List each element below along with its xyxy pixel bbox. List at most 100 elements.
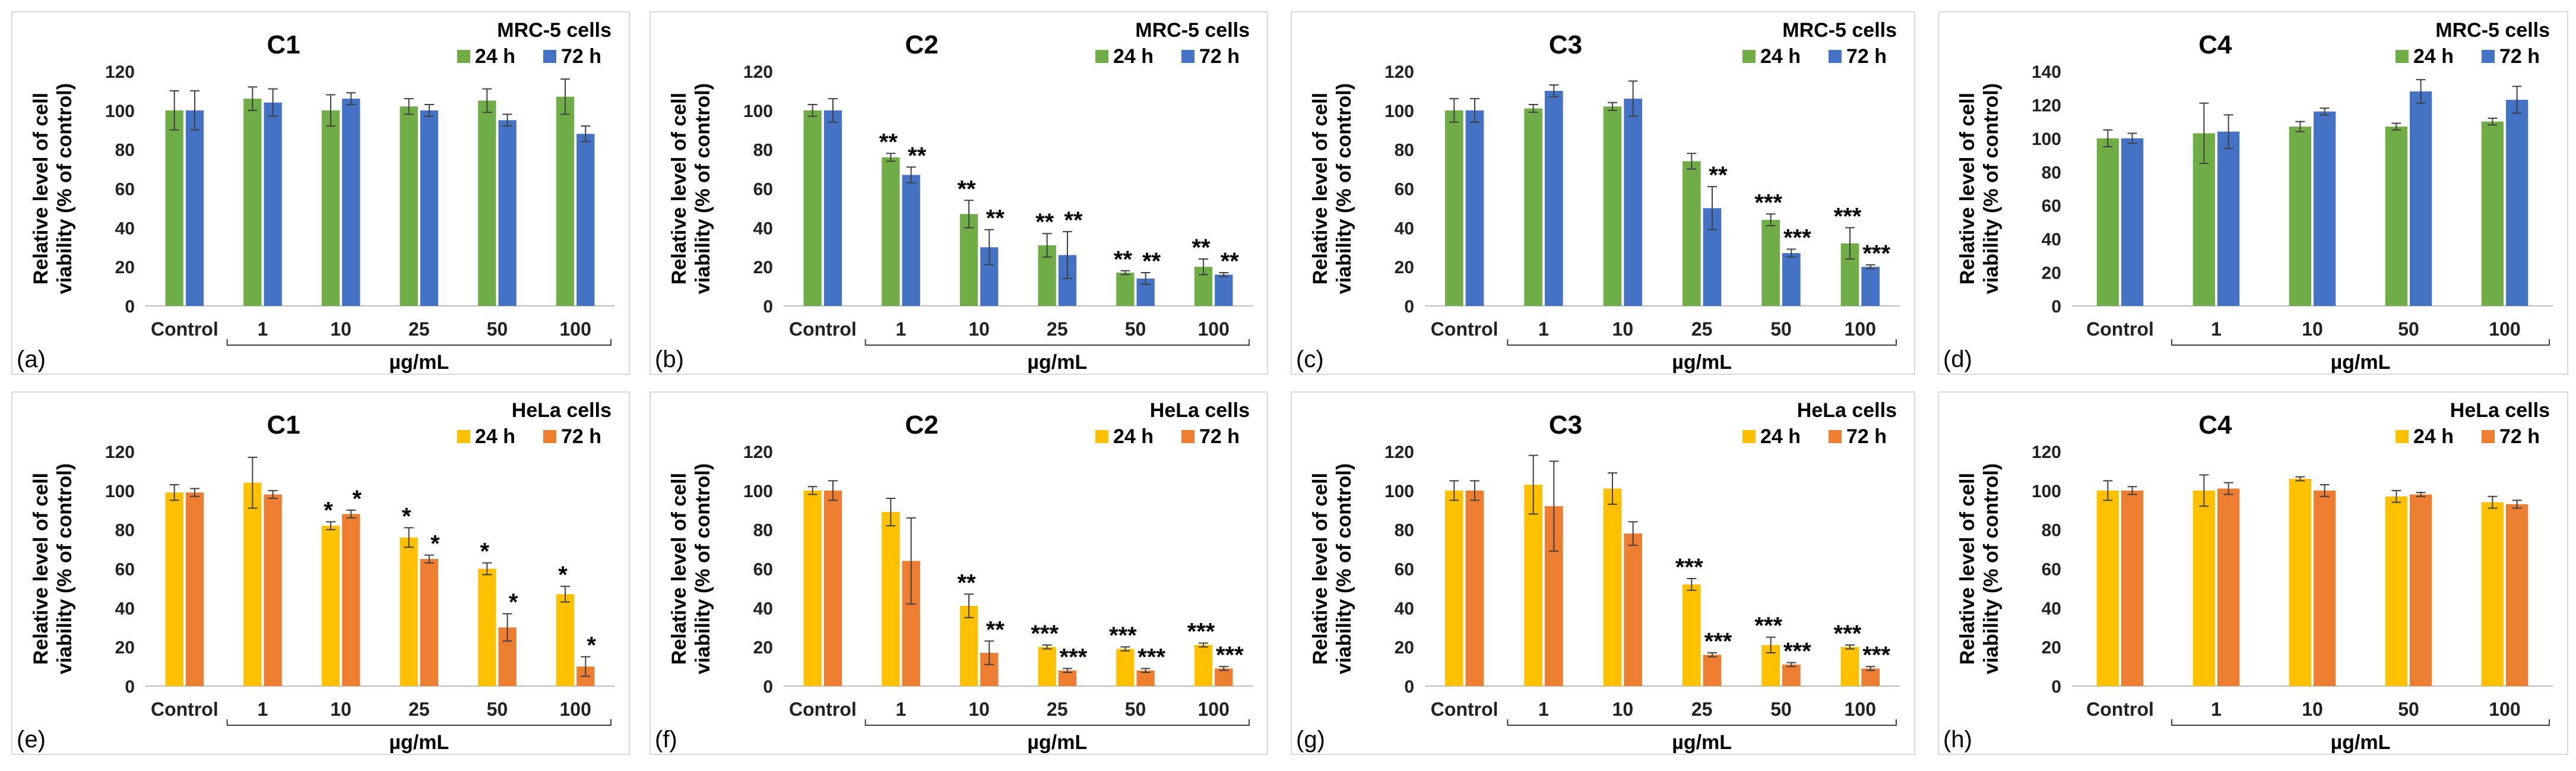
legend-swatch xyxy=(543,50,556,63)
y-axis-label: Relative level of cell viability (% of co… xyxy=(668,83,714,294)
y-tick-label: 60 xyxy=(115,180,135,200)
legend-label: 72 h xyxy=(1846,425,1887,448)
bar xyxy=(1116,273,1135,306)
x-tick-label: 50 xyxy=(1125,699,1146,720)
bar xyxy=(321,110,340,306)
y-axis-label-line1: Relative level of cell xyxy=(668,473,690,665)
significance-marker: * xyxy=(587,633,597,659)
bar xyxy=(264,102,282,306)
y-tick-label: 40 xyxy=(753,219,773,238)
legend: 24 h 72 h xyxy=(457,425,601,448)
cell-line-label: HeLa cells xyxy=(512,399,611,422)
y-tick-label: 20 xyxy=(753,638,773,658)
panel-frame xyxy=(1291,11,1915,375)
y-tick-label: 20 xyxy=(2042,638,2061,658)
bar xyxy=(2096,138,2119,306)
bar xyxy=(1624,533,1642,686)
bar xyxy=(1058,670,1077,686)
y-tick-label: 60 xyxy=(1395,560,1414,580)
x-tick-label: Control xyxy=(789,318,857,340)
y-tick-label: 120 xyxy=(743,62,773,82)
significance-marker: ** xyxy=(1035,209,1054,235)
bar xyxy=(2410,494,2432,686)
chart-title: C3 xyxy=(1549,30,1582,59)
y-tick-label: 0 xyxy=(2051,677,2061,697)
panel-frame xyxy=(649,391,1268,755)
significance-marker: * xyxy=(402,503,411,529)
x-tick-label: 50 xyxy=(2398,318,2419,340)
legend-swatch xyxy=(457,50,470,63)
significance-marker: *** xyxy=(1834,203,1862,229)
x-tick-label: 25 xyxy=(408,699,430,720)
bar xyxy=(2481,121,2504,306)
x-tick-label: 100 xyxy=(1197,318,1229,340)
y-tick-label: 120 xyxy=(743,443,773,462)
y-tick-label: 0 xyxy=(2051,297,2061,317)
legend-swatch xyxy=(1829,430,1842,443)
bar xyxy=(1840,647,1859,686)
significance-marker: ** xyxy=(1709,162,1728,188)
y-tick-label: 40 xyxy=(115,219,135,238)
x-tick-label: 25 xyxy=(1691,699,1713,720)
bar xyxy=(882,157,900,306)
bar xyxy=(2314,111,2336,306)
y-tick-label: 60 xyxy=(753,560,773,580)
y-tick-label: 80 xyxy=(2042,521,2061,541)
x-axis-unit-label: µg/mL xyxy=(389,731,449,754)
bar xyxy=(2121,490,2144,686)
bar xyxy=(2217,131,2240,306)
y-axis-label-line1: Relative level of cell xyxy=(1309,93,1332,285)
x-tick-label: 10 xyxy=(330,318,351,340)
x-tick-label: 25 xyxy=(1691,318,1713,340)
bar xyxy=(400,537,418,686)
chart-panel-b: C2 MRC-5 cells (b) 24 h 72 h Relative level o… xyxy=(649,11,1268,375)
legend-label: 72 h xyxy=(1199,425,1240,448)
legend: 24 h 72 h xyxy=(1095,45,1240,68)
chart-title: C1 xyxy=(267,410,300,440)
x-tick-label: 1 xyxy=(1538,318,1549,340)
chart-panel-e: C1 HeLa cells (e) 24 h 72 h Relative level of… xyxy=(11,391,630,755)
chart-title: C4 xyxy=(2198,30,2232,59)
bar xyxy=(823,110,842,306)
x-tick-label: Control xyxy=(151,699,218,720)
panel-frame xyxy=(1938,11,2568,375)
x-tick-label: 25 xyxy=(408,318,430,340)
y-tick-label: 40 xyxy=(115,599,135,618)
legend-label: 72 h xyxy=(561,45,601,68)
bar xyxy=(1545,90,1563,306)
x-tick-label: Control xyxy=(2086,318,2154,340)
legend-label: 72 h xyxy=(2499,425,2540,448)
y-tick-label: 0 xyxy=(763,677,773,697)
legend-label: 72 h xyxy=(2499,45,2540,68)
bar xyxy=(1683,161,1701,306)
legend: 24 h 72 h xyxy=(1742,425,1887,448)
y-tick-label: 40 xyxy=(753,599,773,618)
x-axis-unit-label: µg/mL xyxy=(1672,731,1732,754)
x-tick-label: 50 xyxy=(1125,318,1146,340)
chart-panel-a: C1 MRC-5 cells (a) 24 h 72 h Relative level o… xyxy=(11,11,630,375)
bar xyxy=(264,494,282,686)
bar xyxy=(803,490,822,686)
significance-marker: * xyxy=(480,539,490,565)
x-tick-label: Control xyxy=(151,318,218,340)
legend: 24 h 72 h xyxy=(1095,425,1240,448)
panel-label: (f) xyxy=(655,726,677,753)
bar xyxy=(882,512,900,686)
legend-swatch xyxy=(1742,50,1756,63)
bar xyxy=(2289,479,2311,686)
y-axis-label-line2: viability (% of control) xyxy=(692,463,714,674)
panel-frame xyxy=(649,11,1268,375)
bar xyxy=(342,514,360,686)
legend: 24 h 72 h xyxy=(1742,45,1887,68)
cell-line-label: MRC-5 cells xyxy=(1782,19,1897,42)
significance-marker: * xyxy=(558,562,568,588)
significance-marker: *** xyxy=(1862,642,1890,668)
x-axis-unit-label: µg/mL xyxy=(1027,731,1087,754)
y-tick-label: 60 xyxy=(115,560,135,580)
bar xyxy=(185,492,204,686)
y-tick-label: 100 xyxy=(2032,482,2061,501)
legend-label: 24 h xyxy=(2413,425,2454,448)
x-tick-label: 100 xyxy=(559,318,591,340)
significance-marker: ** xyxy=(957,570,976,596)
y-tick-label: 120 xyxy=(2032,96,2061,115)
